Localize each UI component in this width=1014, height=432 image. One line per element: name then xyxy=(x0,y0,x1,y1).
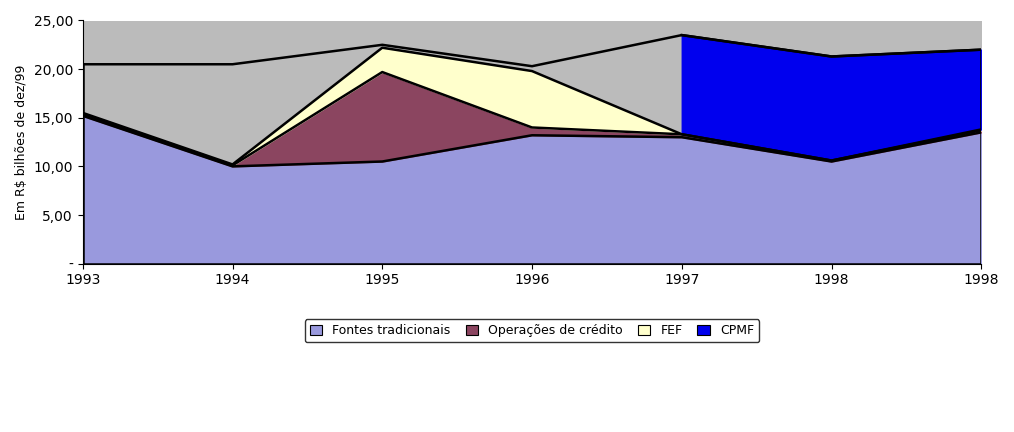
Legend: Fontes tradicionais, Operações de crédito, FEF, CPMF: Fontes tradicionais, Operações de crédit… xyxy=(305,320,759,343)
Y-axis label: Em R$ bilhões de dez/99: Em R$ bilhões de dez/99 xyxy=(15,64,28,220)
